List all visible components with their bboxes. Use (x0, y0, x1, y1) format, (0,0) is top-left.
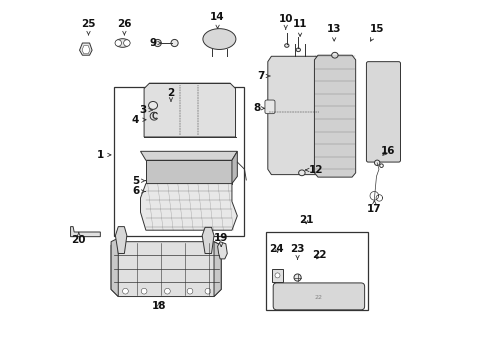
Polygon shape (217, 242, 227, 259)
Text: 2: 2 (167, 88, 174, 101)
Ellipse shape (284, 44, 288, 47)
Circle shape (204, 288, 210, 294)
Ellipse shape (379, 164, 383, 167)
Ellipse shape (296, 48, 300, 51)
Polygon shape (214, 242, 221, 297)
Ellipse shape (374, 160, 379, 166)
Ellipse shape (203, 29, 235, 49)
Text: 24: 24 (269, 244, 284, 254)
FancyBboxPatch shape (366, 62, 400, 162)
Text: 4: 4 (131, 115, 146, 125)
Ellipse shape (331, 52, 337, 58)
Ellipse shape (123, 40, 130, 46)
Polygon shape (144, 83, 235, 137)
Circle shape (187, 288, 192, 294)
Text: 6: 6 (132, 186, 145, 197)
Polygon shape (145, 160, 231, 184)
Text: 8: 8 (253, 103, 264, 113)
Polygon shape (202, 227, 214, 253)
Ellipse shape (148, 102, 157, 109)
Text: 25: 25 (81, 19, 96, 35)
Text: 17: 17 (366, 201, 381, 215)
Text: 21: 21 (298, 215, 313, 225)
Polygon shape (111, 242, 221, 297)
FancyBboxPatch shape (264, 100, 274, 114)
Polygon shape (82, 45, 90, 54)
Ellipse shape (115, 39, 129, 47)
Text: 18: 18 (152, 301, 166, 311)
Ellipse shape (293, 274, 301, 281)
Text: 10: 10 (278, 14, 292, 29)
Text: 11: 11 (292, 19, 306, 36)
Ellipse shape (298, 170, 305, 176)
Text: C: C (151, 112, 157, 121)
Text: 22: 22 (312, 249, 326, 260)
FancyBboxPatch shape (273, 283, 364, 310)
Polygon shape (111, 238, 118, 297)
Circle shape (164, 288, 170, 294)
Circle shape (141, 288, 147, 294)
Text: 5: 5 (132, 176, 145, 186)
Ellipse shape (171, 40, 178, 46)
Text: 20: 20 (71, 233, 86, 245)
Text: 19: 19 (214, 233, 228, 247)
Ellipse shape (115, 40, 121, 46)
Polygon shape (267, 56, 319, 175)
Text: 26: 26 (117, 19, 131, 35)
Polygon shape (70, 226, 100, 237)
Text: 23: 23 (290, 244, 304, 260)
Ellipse shape (154, 40, 161, 46)
Text: 9: 9 (149, 38, 161, 48)
Polygon shape (314, 55, 355, 177)
Text: 16: 16 (380, 145, 394, 156)
Polygon shape (115, 226, 126, 253)
Polygon shape (140, 184, 237, 230)
Polygon shape (80, 43, 92, 55)
Text: 14: 14 (210, 12, 224, 28)
Polygon shape (231, 151, 237, 184)
FancyBboxPatch shape (271, 269, 283, 282)
Text: 7: 7 (256, 71, 269, 81)
Text: 12: 12 (305, 165, 323, 175)
Text: 15: 15 (369, 24, 384, 41)
Text: 1: 1 (97, 150, 111, 160)
Polygon shape (140, 151, 237, 160)
Text: 13: 13 (326, 24, 341, 41)
Circle shape (122, 288, 128, 294)
Circle shape (274, 273, 280, 278)
Text: 3: 3 (140, 105, 152, 115)
Text: 22: 22 (314, 295, 322, 300)
